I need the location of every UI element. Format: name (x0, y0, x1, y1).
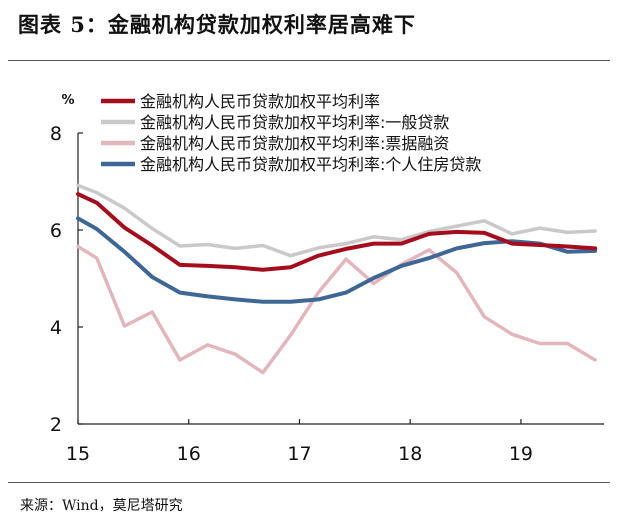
series-line-1 (76, 192, 598, 272)
bottom-rule (8, 482, 610, 483)
x-tick-label: 19 (509, 443, 533, 465)
x-tick-label: 15 (66, 443, 90, 465)
legend: 金融机构人民币贷款加权平均利率金融机构人民币贷款加权平均利率:一般贷款金融机构人… (101, 92, 481, 174)
x-tick-label: 16 (177, 443, 201, 465)
series-layer (76, 183, 598, 375)
legend-label-4: 金融机构人民币贷款加权平均利率:个人住房贷款 (140, 155, 481, 174)
series-line-3 (76, 244, 597, 375)
y-tick-label: 6 (50, 220, 62, 242)
y-tick-label: 8 (50, 123, 62, 145)
x-tick-label: 18 (398, 443, 422, 465)
source-note: 来源：Wind，莫尼塔研究 (20, 498, 183, 514)
legend-label-1: 金融机构人民币贷款加权平均利率 (140, 92, 380, 111)
top-rule (8, 60, 610, 61)
chart-axes: % 2 4 6 8 15 16 17 18 19 (50, 93, 604, 465)
x-tick-label: 17 (287, 443, 311, 465)
y-tick-label: 2 (50, 414, 62, 436)
series-line-2 (76, 183, 597, 258)
legend-label-3: 金融机构人民币贷款加权平均利率:票据融资 (140, 134, 449, 153)
y-tick-label: 4 (50, 317, 62, 339)
figure-title: 图表 5：金融机构贷款加权利率居高难下 (18, 12, 416, 37)
legend-label-2: 金融机构人民币贷款加权平均利率:一般贷款 (140, 113, 449, 132)
y-unit-label: % (61, 93, 74, 108)
